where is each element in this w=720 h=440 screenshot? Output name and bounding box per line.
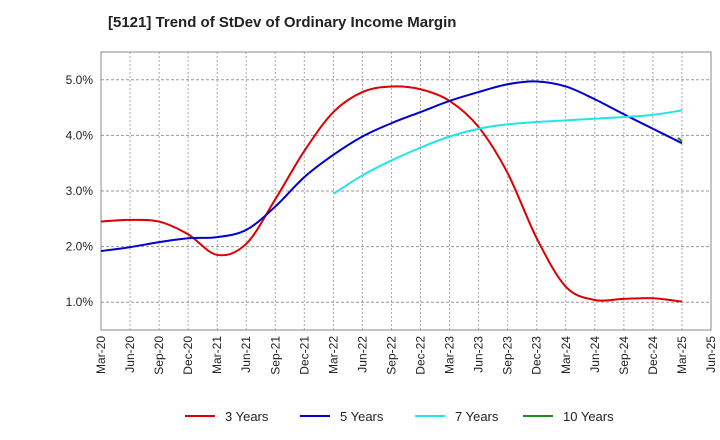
x-tick-label: Mar-20: [94, 336, 108, 374]
x-tick-label: Jun-21: [239, 336, 253, 373]
legend-swatch: [523, 415, 553, 417]
x-tick-label: Jun-22: [355, 336, 369, 373]
x-tick-label: Dec-24: [646, 336, 660, 375]
y-tick-label: 4.0%: [66, 128, 94, 142]
legend-label: 10 Years: [563, 408, 614, 424]
x-tick-label: Dec-22: [414, 336, 428, 375]
chart-title: [5121] Trend of StDev of Ordinary Income…: [108, 14, 457, 31]
series-lines: [100, 80, 683, 303]
y-tick-label: 5.0%: [66, 73, 94, 87]
x-tick-label: Jun-25: [704, 336, 718, 373]
legend-label: 3 Years: [225, 408, 269, 424]
legend-item-3-years: 3 Years: [185, 404, 268, 428]
x-tick-label: Mar-23: [443, 336, 457, 374]
grid-lines: [100, 52, 712, 330]
x-tick-label: Jun-23: [472, 336, 486, 373]
series-line-3-years: [100, 85, 683, 303]
x-tick-label: Sep-20: [152, 336, 166, 375]
x-tick-label: Dec-21: [297, 336, 311, 375]
x-tick-label: Mar-24: [559, 336, 573, 374]
y-tick-label: 3.0%: [66, 184, 94, 198]
x-tick-label: Dec-20: [181, 336, 195, 375]
series-line-5-years: [100, 80, 683, 253]
plot-frame: [100, 51, 712, 331]
x-tick-label: Mar-25: [675, 336, 689, 374]
legend-swatch: [185, 415, 215, 417]
series-line-7-years: [332, 109, 683, 195]
x-tick-label: Mar-21: [210, 336, 224, 374]
legend-item-5-years: 5 Years: [300, 404, 383, 428]
legend-label: 5 Years: [340, 408, 384, 424]
legend-swatch: [415, 415, 445, 417]
x-tick-label: Sep-22: [384, 336, 398, 375]
y-tick-label: 2.0%: [66, 240, 94, 254]
y-tick-label: 1.0%: [66, 295, 94, 309]
x-tick-label: Mar-22: [326, 336, 340, 374]
legend: 3 Years 5 Years 7 Years 10 Years: [0, 404, 720, 428]
x-tick-labels: Mar-20 Jun-20 Sep-20 Dec-20 Mar-21 Jun-21 Sep-…: [94, 336, 718, 375]
x-tick-label: Sep-23: [501, 336, 515, 375]
x-tick-label: Jun-24: [588, 336, 602, 373]
y-tick-labels: 1.0% 2.0% 3.0% 4.0% 5.0%: [66, 73, 94, 309]
x-tick-label: Sep-21: [268, 336, 282, 375]
x-tick-label: Sep-24: [617, 336, 631, 375]
x-tick-label: Dec-23: [530, 336, 544, 375]
legend-item-7-years: 7 Years: [415, 404, 498, 428]
x-tick-label: Jun-20: [123, 336, 137, 373]
legend-label: 7 Years: [455, 408, 499, 424]
series-point-10-years: [677, 137, 683, 142]
legend-swatch: [300, 415, 330, 417]
legend-item-10-years: 10 Years: [523, 404, 614, 428]
